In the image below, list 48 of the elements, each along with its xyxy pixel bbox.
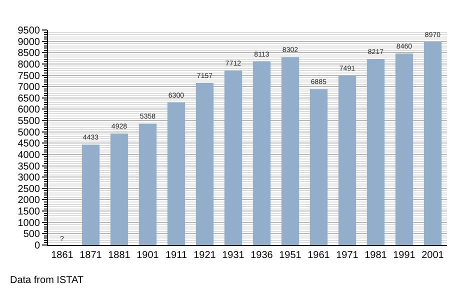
bar <box>310 89 328 245</box>
bar <box>366 59 385 245</box>
x-tick-label: 1951 <box>279 250 302 261</box>
y-tick-label: 7000 <box>18 82 40 94</box>
y-tick-label: 1500 <box>18 206 40 218</box>
bar <box>196 83 214 245</box>
x-tick-label: 2001 <box>422 250 444 261</box>
x-tick-label: 1861 <box>51 250 74 261</box>
x-tick-label: 1881 <box>108 250 131 261</box>
y-tick-label: 6000 <box>18 104 40 116</box>
y-tick-label: 8000 <box>18 59 40 70</box>
y-tick-label: 6500 <box>18 93 40 104</box>
y-tick-label: 9500 <box>18 26 40 36</box>
y-tick-label: 4000 <box>18 150 40 161</box>
bar <box>167 102 186 245</box>
bar <box>224 70 242 245</box>
y-tick-label: 9000 <box>18 36 40 48</box>
y-tick-label: 2500 <box>18 184 40 195</box>
bar <box>82 144 100 245</box>
bar <box>252 61 271 245</box>
bar <box>138 124 157 245</box>
x-tick-label: 1921 <box>194 250 216 261</box>
bar <box>395 54 414 245</box>
x-tick-label: 1981 <box>364 250 388 261</box>
y-tick-label: 500 <box>23 229 40 240</box>
x-tick-label: 1871 <box>80 250 102 261</box>
y-tick-label: 3000 <box>18 172 40 184</box>
y-tick-label: 3500 <box>18 161 40 172</box>
x-tick-label: 1961 <box>308 250 330 261</box>
y-tick-label: 5500 <box>18 116 40 128</box>
y-tick-label: 4500 <box>18 138 40 150</box>
bar <box>338 75 356 245</box>
x-tick-label: 1991 <box>393 250 416 261</box>
bar <box>110 133 128 245</box>
y-tick-label: 1000 <box>18 218 40 229</box>
x-tick-label: 1936 <box>250 250 274 261</box>
y-tick-label: 0 <box>34 240 40 252</box>
x-tick-label: 1911 <box>165 250 188 261</box>
y-tick-label: 7500 <box>18 70 40 82</box>
x-tick-label: 1901 <box>136 250 160 261</box>
y-tick-label: 5000 <box>18 127 40 138</box>
bar <box>424 42 442 245</box>
y-tick-label: 2000 <box>18 195 40 206</box>
text: Data from ISTAT <box>10 275 84 286</box>
bar <box>281 57 300 245</box>
x-tick-label: 1931 <box>222 250 245 261</box>
y-tick-label: 8500 <box>18 48 40 60</box>
x-tick-label: 1971 <box>336 250 359 261</box>
